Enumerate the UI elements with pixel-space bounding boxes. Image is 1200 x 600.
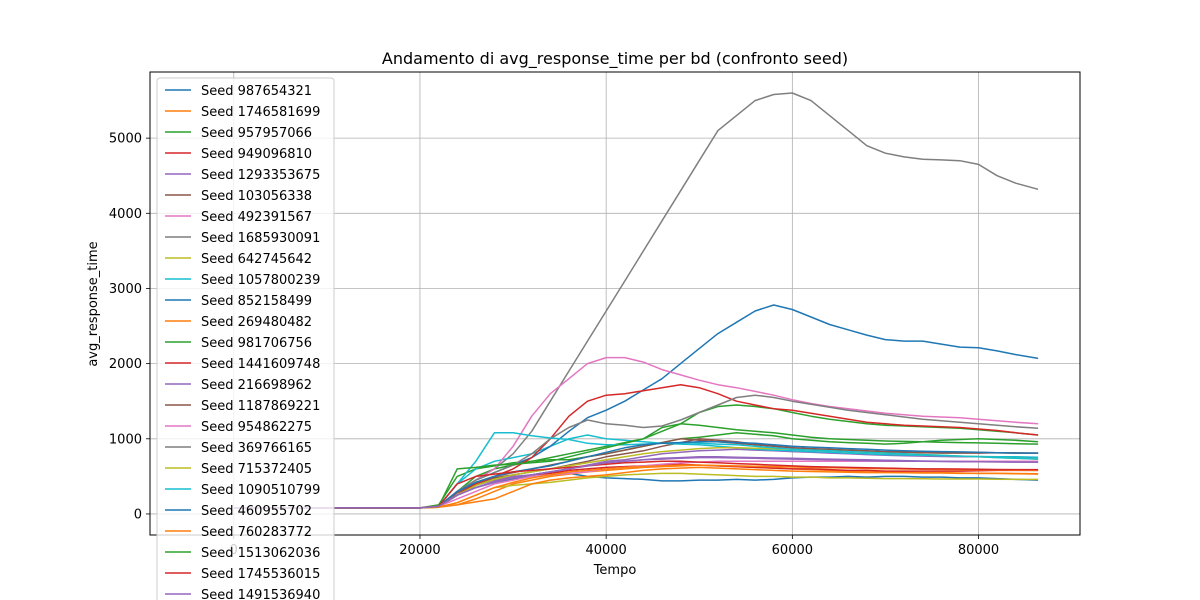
chart-title: Andamento di avg_response_time per bd (c… — [382, 49, 848, 69]
legend-label-17: Seed 954862275 — [201, 420, 312, 435]
plot-frame — [149, 71, 1081, 536]
legend-label-18: Seed 369766165 — [201, 441, 312, 456]
series-line-18 — [233, 394, 1039, 509]
legend-label-7: Seed 492391567 — [201, 210, 312, 225]
x-tick-label: 60000 — [772, 543, 813, 558]
series-line-12 — [233, 466, 1039, 509]
x-tick-label: 20000 — [399, 543, 440, 558]
legend-label-4: Seed 949096810 — [201, 147, 312, 162]
x-axis-label: Tempo — [593, 563, 637, 578]
x-tick-label: 40000 — [585, 543, 626, 558]
legend-label-19: Seed 715372405 — [201, 462, 312, 477]
legend-label-13: Seed 981706756 — [201, 336, 312, 351]
legend-box — [156, 77, 335, 600]
legend-label-14: Seed 1441609748 — [201, 357, 320, 372]
y-axis-label: avg_response_time — [86, 241, 101, 366]
legend-label-25: Seed 1491536940 — [201, 588, 320, 600]
legend-label-15: Seed 216698962 — [201, 378, 312, 393]
legend-label-8: Seed 1685930091 — [201, 231, 320, 246]
legend-label-1: Seed 987654321 — [201, 84, 312, 99]
y-tick-label: 1000 — [109, 432, 142, 447]
legend: Seed 987654321 Seed 1746581699 Seed 957957… — [156, 77, 335, 600]
series-lines — [233, 92, 1039, 509]
series-line-1 — [233, 471, 1039, 509]
x-tick-label: 80000 — [958, 543, 999, 558]
series-line-24 — [233, 460, 1039, 509]
series-line-25 — [233, 456, 1039, 509]
legend-label-23: Seed 1513062036 — [201, 546, 320, 561]
legend-label-5: Seed 1293353675 — [201, 168, 320, 183]
legend-label-24: Seed 1745536015 — [201, 567, 320, 582]
series-line-5 — [233, 448, 1039, 509]
legend-label-22: Seed 760283772 — [201, 525, 312, 540]
y-tick-label: 0 — [134, 507, 142, 522]
series-line-23 — [233, 423, 1039, 509]
legend-label-2: Seed 1746581699 — [201, 105, 320, 120]
series-line-13 — [233, 404, 1039, 509]
legend-label-21: Seed 460955702 — [201, 504, 312, 519]
series-line-20 — [233, 432, 1039, 509]
series-line-21 — [233, 441, 1039, 509]
y-tick-label: 3000 — [109, 282, 142, 297]
series-line-14 — [233, 383, 1039, 509]
series-line-17 — [233, 356, 1039, 509]
legend-label-11: Seed 852158499 — [201, 294, 312, 309]
axis-ticks: 0200004000060000800000100020003000400050… — [109, 132, 999, 558]
y-tick-label: 2000 — [109, 357, 142, 372]
legend-label-10: Seed 1057800239 — [201, 273, 320, 288]
y-tick-label: 4000 — [109, 207, 142, 222]
legend-label-20: Seed 1090510799 — [201, 483, 320, 498]
legend-label-12: Seed 269480482 — [201, 315, 312, 330]
legend-label-3: Seed 957957066 — [201, 126, 312, 141]
legend-label-6: Seed 103056338 — [201, 189, 312, 204]
y-tick-label: 5000 — [109, 132, 142, 147]
legend-label-9: Seed 642745642 — [201, 252, 312, 267]
legend-label-16: Seed 1187869221 — [201, 399, 320, 414]
series-line-9 — [233, 472, 1039, 509]
